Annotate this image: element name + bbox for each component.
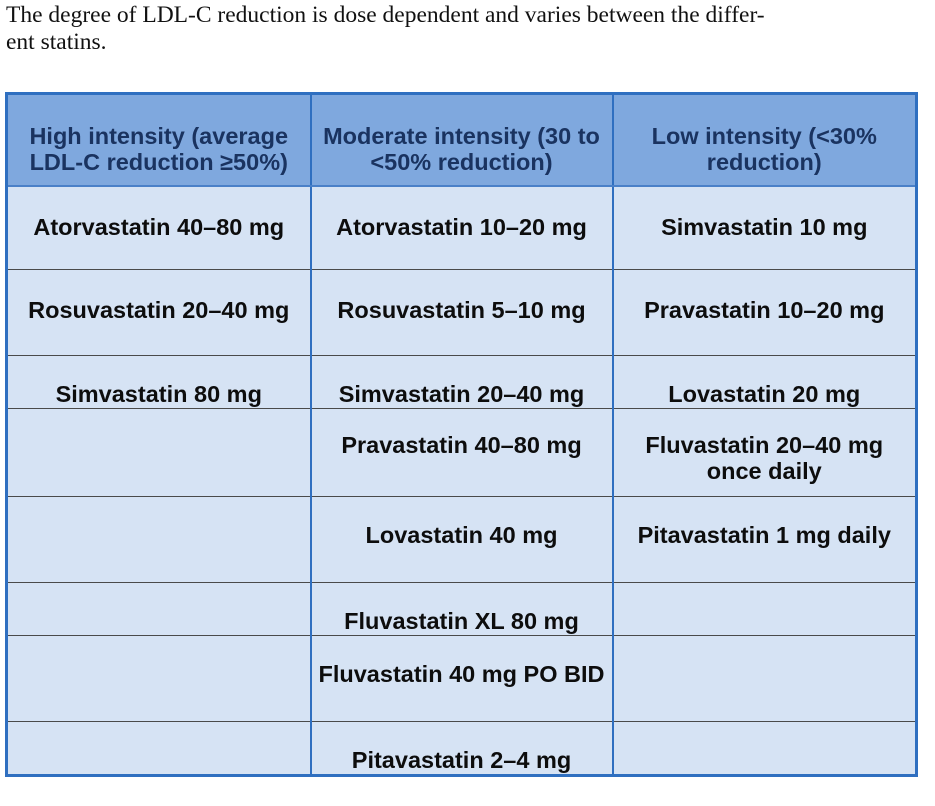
cell-low: Lovastatin 20 mg [611, 355, 918, 409]
intro-line-1: The degree of LDL-C reduction is dose de… [6, 2, 765, 28]
table-row: Fluvastatin XL 80 mg [5, 582, 918, 636]
cell-high: Atorvastatin 40–80 mg [5, 184, 312, 270]
cell-moderate: Simvastatin 20–40 mg [309, 355, 614, 409]
cell-low: Pravastatin 10–20 mg [611, 269, 918, 356]
cell-moderate: Rosuvastatin 5–10 mg [309, 269, 614, 356]
header-moderate-intensity: Moderate intensity (30 to <50% reduction… [309, 93, 614, 187]
table-row: Lovastatin 40 mg Pitavastatin 1 mg daily [5, 496, 918, 583]
table-row: Pitavastatin 2–4 mg [5, 721, 918, 776]
cell-high [5, 721, 312, 776]
cell-moderate: Atorvastatin 10–20 mg [309, 184, 614, 270]
cell-moderate: Pitavastatin 2–4 mg [309, 721, 614, 776]
cell-moderate: Fluvastatin 40 mg PO BID [309, 635, 614, 722]
cell-moderate: Lovastatin 40 mg [309, 496, 614, 583]
cell-high [5, 635, 312, 722]
cell-high [5, 582, 312, 636]
cell-low: Fluvastatin 20–40 mg once daily [611, 408, 918, 497]
cell-low [611, 635, 918, 722]
intro-paragraph: The degree of LDL-C reduction is dose de… [6, 2, 928, 56]
table-row: Pravastatin 40–80 mg Fluvastatin 20–40 m… [5, 408, 918, 497]
cell-high [5, 496, 312, 583]
cell-low: Pitavastatin 1 mg daily [611, 496, 918, 583]
table-header-row: High intensity (average LDL-C reduction … [5, 93, 918, 187]
table-row: Rosuvastatin 20–40 mg Rosuvastatin 5–10 … [5, 269, 918, 356]
cell-low: Simvastatin 10 mg [611, 184, 918, 270]
header-high-intensity: High intensity (average LDL-C reduction … [5, 93, 312, 187]
statin-intensity-table: High intensity (average LDL-C reduction … [5, 92, 918, 777]
header-low-intensity: Low intensity (<30% reduction) [611, 93, 918, 187]
intro-line-2: ent statins. [6, 29, 107, 55]
table-row: Simvastatin 80 mg Simvastatin 20–40 mg L… [5, 355, 918, 409]
table-row: Fluvastatin 40 mg PO BID [5, 635, 918, 722]
cell-high: Simvastatin 80 mg [5, 355, 312, 409]
cell-high [5, 408, 312, 497]
cell-moderate: Fluvastatin XL 80 mg [309, 582, 614, 636]
cell-moderate: Pravastatin 40–80 mg [309, 408, 614, 497]
cell-low [611, 721, 918, 776]
table-row: Atorvastatin 40–80 mg Atorvastatin 10–20… [5, 184, 918, 270]
cell-low [611, 582, 918, 636]
cell-high: Rosuvastatin 20–40 mg [5, 269, 312, 356]
